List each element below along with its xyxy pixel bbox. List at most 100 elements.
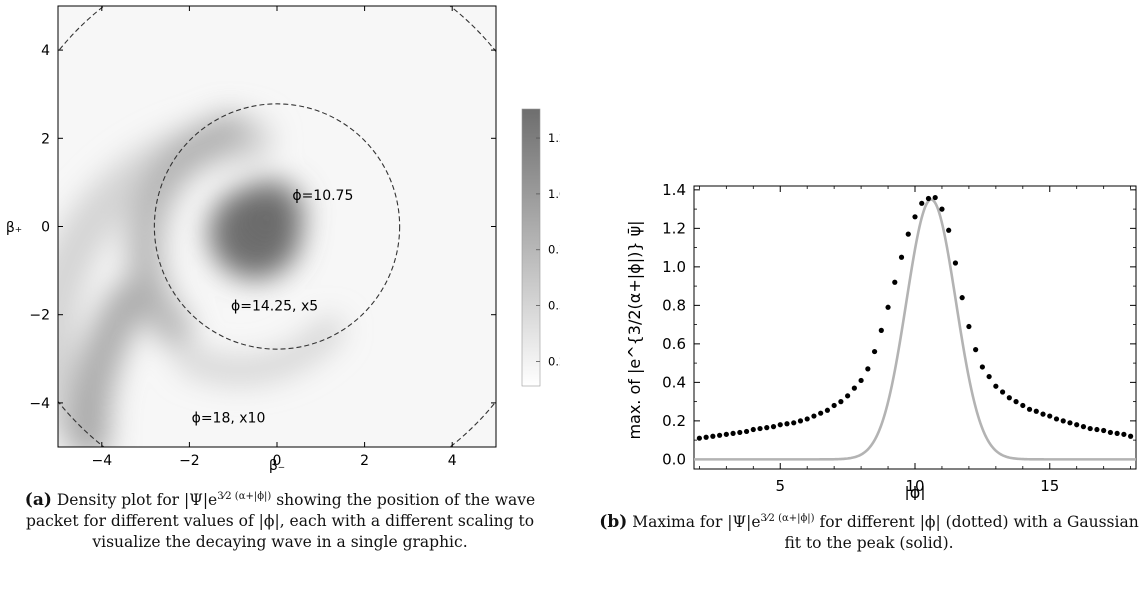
maxima-point <box>966 323 972 330</box>
caption-b-text-2: for different |ϕ| (dotted) with a Gaussi… <box>784 513 1139 552</box>
maxima-point <box>993 383 999 389</box>
caption-a-exponent: 3⁄2 (α+|ϕ|) <box>217 491 272 502</box>
maxima-point <box>703 434 709 440</box>
y-tick-label: 0.8 <box>662 296 686 314</box>
maxima-point <box>912 214 918 220</box>
phi-annotation: ϕ=10.75 <box>292 188 353 204</box>
maxima-point <box>892 279 898 285</box>
maxima-point <box>1087 425 1093 432</box>
y-tick-label: 2 <box>41 131 50 147</box>
maxima-point <box>973 347 979 353</box>
colorbar-tick-label: 0.25 <box>548 354 560 368</box>
x-axis-label: |ϕ| <box>904 483 925 500</box>
maxima-point <box>1047 413 1053 419</box>
y-axis-label: β₊ <box>6 220 22 236</box>
maxima-point <box>804 416 810 422</box>
maxima-point <box>757 425 763 432</box>
maxima-point <box>925 195 932 202</box>
maxima-point <box>898 254 905 260</box>
x-tick-label: 15 <box>1040 477 1059 495</box>
colorbar-tick-label: 1.00 <box>548 187 560 201</box>
maxima-point <box>1006 395 1012 401</box>
maxima-point <box>723 431 729 437</box>
y-tick-label: 1.2 <box>662 219 686 237</box>
y-tick-label: −2 <box>29 308 50 324</box>
y-tick-label: 0.4 <box>662 373 686 391</box>
maxima-point <box>777 422 783 428</box>
y-tick-label: 0.6 <box>662 335 686 353</box>
maxima-point <box>743 428 750 435</box>
y-tick-label: 0 <box>41 220 50 236</box>
maxima-plot: 5 10 15 0.0 0.2 0.4 0.6 0.8 1.0 1.2 1.4 |ϕ| max. o… <box>625 181 1137 500</box>
caption-a-text-1: Density plot for |Ψ|e <box>56 491 218 509</box>
density-plot: −4 −4 −2 −2 0 0 2 2 4 4 ϕ=10.75 ϕ=14.25, x5 ϕ=18, x… <box>6 5 560 474</box>
maxima-point <box>1033 408 1039 414</box>
colorbar-tick-label: 0.75 <box>548 243 560 257</box>
maxima-point <box>1040 411 1046 417</box>
maxima-point <box>1026 406 1033 412</box>
maxima-point <box>919 200 925 206</box>
y-tick-label: 0.0 <box>662 450 686 468</box>
maxima-point <box>946 227 952 233</box>
phi-annotation: ϕ=14.25, x5 <box>231 298 318 314</box>
maxima-point <box>696 435 702 441</box>
maxima-point <box>1101 427 1107 434</box>
maxima-point <box>1067 420 1073 426</box>
x-axis-label: β₋ <box>269 458 285 474</box>
contour-circle <box>153 103 401 350</box>
maxima-point <box>811 413 817 419</box>
x-tick-label: 4 <box>448 453 457 469</box>
maxima-point <box>797 418 804 424</box>
caption-b-text-1: Maxima for |Ψ|e <box>632 513 761 531</box>
maxima-point <box>979 364 985 370</box>
y-tick-label: −4 <box>29 396 50 412</box>
maxima-point <box>1114 430 1120 436</box>
maxima-point <box>791 420 797 426</box>
maxima-point <box>750 426 756 433</box>
maxima-point <box>764 425 770 431</box>
maxima-point <box>932 194 938 201</box>
maxima-point <box>838 399 844 405</box>
y-axis-label: max. of |e^{3/2(α+|ϕ|)} ψ̄| <box>625 220 644 439</box>
phi-annotation: ϕ=18, x10 <box>192 411 266 427</box>
maxima-point <box>959 295 965 301</box>
maxima-point <box>845 393 851 399</box>
colorbar-tick-label: 1.25 <box>548 131 560 145</box>
maxima-point <box>1107 429 1113 436</box>
x-tick-label: 10 <box>905 477 924 495</box>
maxima-point <box>737 429 743 436</box>
x-tick-label: −4 <box>91 453 112 469</box>
maxima-point <box>1013 399 1019 405</box>
maxima-point <box>1060 418 1066 424</box>
maxima-point <box>1074 422 1080 428</box>
caption-b: (b) Maxima for |Ψ|e3⁄2 (α+|ϕ|) for diffe… <box>598 508 1140 554</box>
y-tick-label: 4 <box>41 43 50 59</box>
maxima-point <box>1121 431 1127 437</box>
maxima-point <box>999 389 1006 395</box>
density-field <box>58 6 496 447</box>
maxima-point <box>1128 433 1134 439</box>
maxima-point <box>851 385 857 391</box>
maxima-point <box>784 421 790 427</box>
y-tick-label: 0.2 <box>662 412 686 430</box>
colorbar-tick-label: 0.50 <box>548 299 560 313</box>
x-tick-label: 0 <box>273 453 282 469</box>
maxima-point <box>710 433 716 439</box>
maxima-point <box>952 260 959 266</box>
svg-text:max. of |e^{3/2(α+|ϕ|)} ψ̄|: max. of |e^{3/2(α+|ϕ|)} ψ̄| <box>625 220 644 439</box>
caption-b-exponent: 3⁄2 (α+|ϕ|) <box>760 513 815 524</box>
maxima-point <box>717 432 723 438</box>
caption-a: (a) Density plot for |Ψ|e3⁄2 (α+|ϕ|) sho… <box>0 486 560 553</box>
maxima-point <box>831 402 837 409</box>
maxima-point <box>986 373 992 380</box>
colorbar: 0.25 0.50 0.75 1.00 1.25 <box>521 108 560 387</box>
maxima-point <box>885 304 891 310</box>
maxima-point <box>871 348 878 355</box>
maxima-point <box>1053 416 1060 422</box>
maxima-point <box>770 424 777 430</box>
x-tick-label: 2 <box>360 453 369 469</box>
colorbar-gradient <box>521 108 541 387</box>
gaussian-fit-line <box>694 198 1136 461</box>
y-tick-label: 1.0 <box>662 258 686 276</box>
maxima-point <box>1080 424 1087 430</box>
